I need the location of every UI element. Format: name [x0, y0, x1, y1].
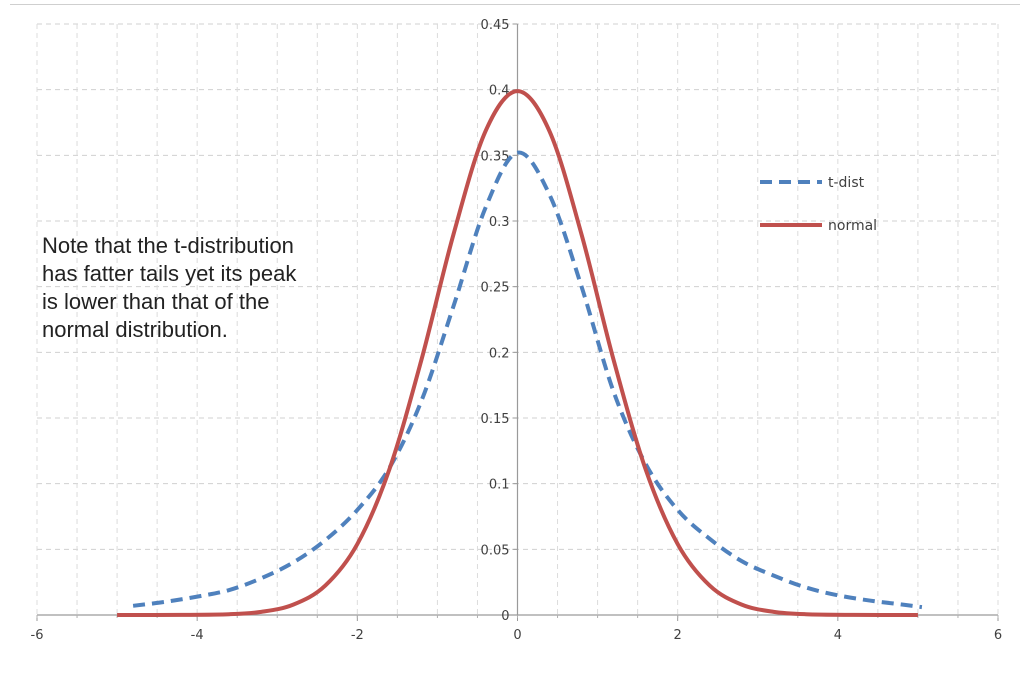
x-tick-label: -6	[31, 628, 44, 643]
tick-labels: -6 -4 -2 0 2 4 6 0 0.05 0.1 0.15 0.2 0.25 0.3 0.35 0.4 0…	[31, 18, 1003, 643]
y-tick-label: 0.3	[489, 215, 510, 230]
x-tick-label: -4	[191, 628, 204, 643]
legend: t-dist normal	[760, 175, 877, 234]
note-line: has fatter tails yet its peak	[42, 261, 297, 286]
y-tick-label: 0.2	[489, 346, 510, 361]
series-lines	[117, 89, 923, 617]
annotation-note: Note that the t-distribution has fatter …	[42, 232, 422, 344]
y-tick-label: 0.45	[481, 18, 510, 33]
y-tick-label: 0.1	[489, 478, 510, 493]
x-tick-label: 2	[674, 628, 682, 643]
series-line-normal	[117, 89, 918, 617]
y-tick-label: 0.35	[481, 149, 510, 164]
note-line: is lower than that of the	[42, 289, 270, 314]
legend-label-normal: normal	[828, 218, 877, 234]
y-tick-label: 0	[501, 609, 509, 624]
x-tick-label: -2	[351, 628, 364, 643]
y-tick-label: 0.15	[481, 412, 510, 427]
series-line-t-dist	[132, 150, 923, 610]
y-tick-label: 0.25	[481, 281, 510, 296]
y-tick-label: 0.05	[481, 543, 510, 558]
note-line: normal distribution.	[42, 317, 228, 342]
top-border	[10, 4, 1020, 5]
x-tick-label: 4	[834, 628, 842, 643]
x-tick-label: 6	[994, 628, 1002, 643]
x-tick-label: 0	[513, 628, 521, 643]
y-tick-label: 0.4	[489, 84, 510, 99]
note-line: Note that the t-distribution	[42, 233, 294, 258]
legend-label-t-dist: t-dist	[828, 175, 865, 191]
